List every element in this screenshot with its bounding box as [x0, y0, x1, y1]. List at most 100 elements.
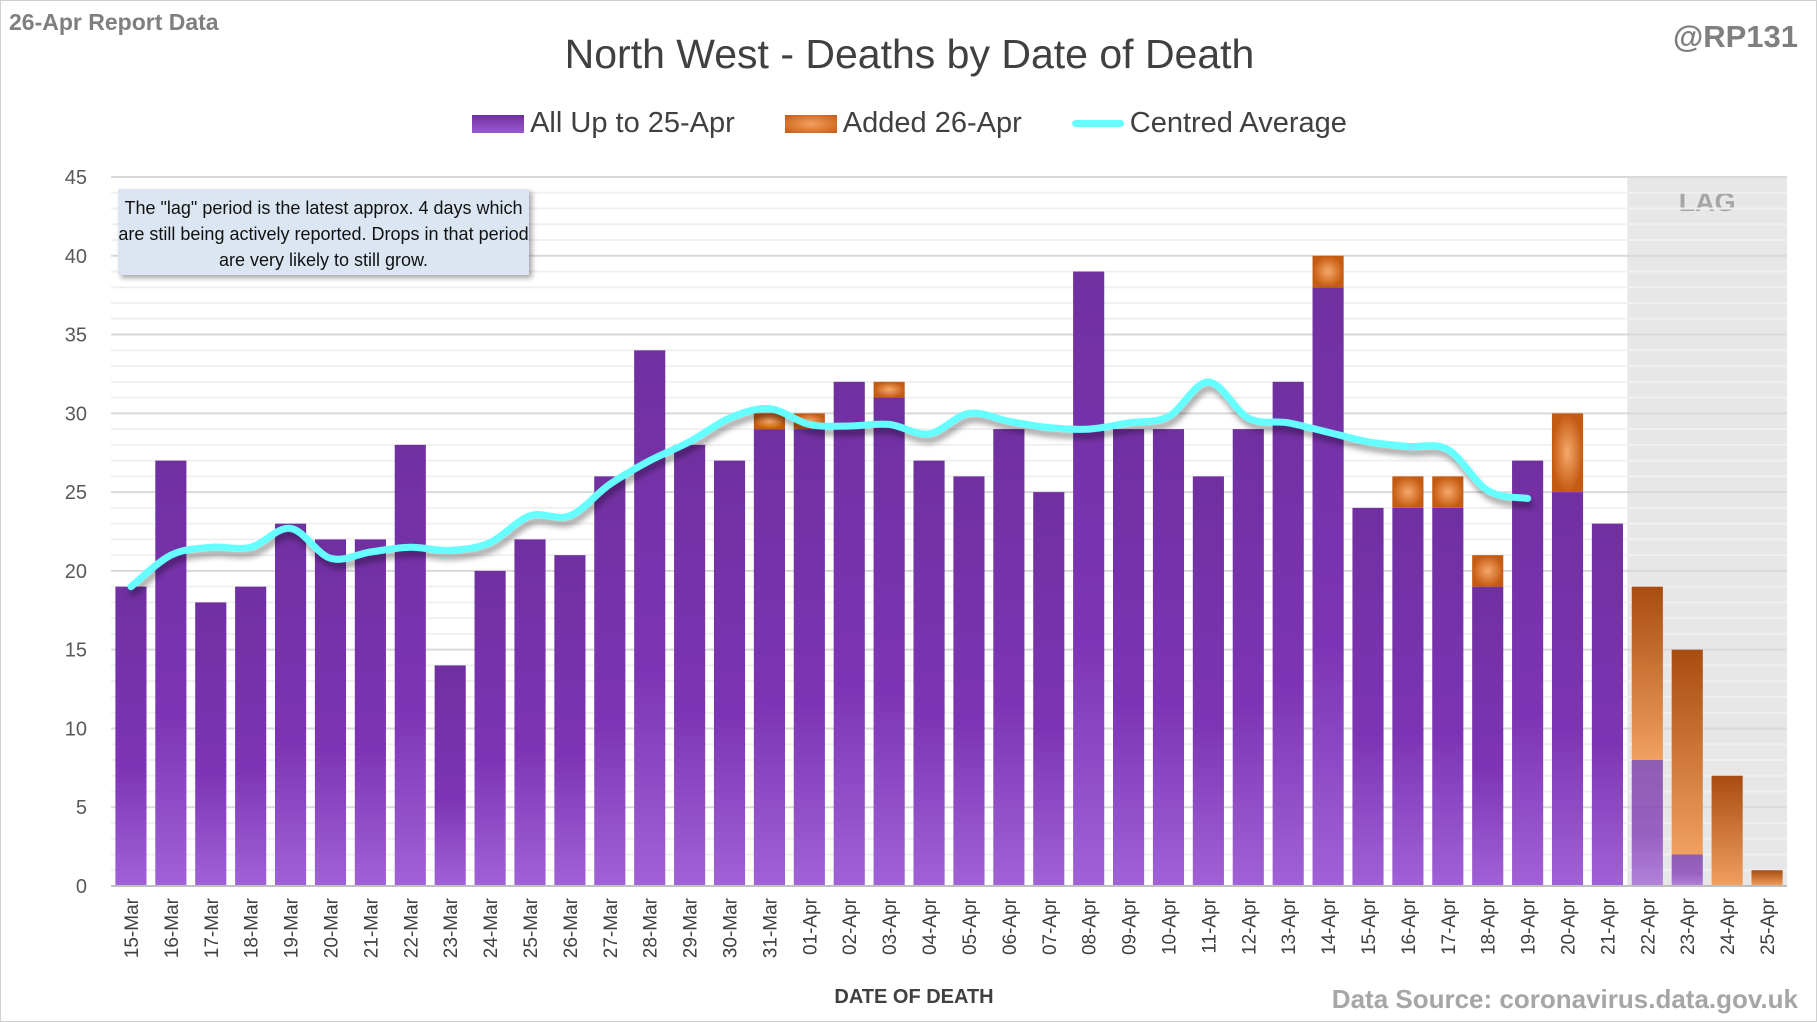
x-tick-label: 08-Apr: [1080, 897, 1101, 955]
chart-title: North West - Deaths by Date of Death: [564, 31, 1255, 77]
bar-all-12-Apr: [1232, 429, 1264, 886]
y-tick-label: 45: [65, 167, 87, 189]
bar-all-17-Apr: [1432, 507, 1464, 886]
y-tick-label: 35: [65, 325, 87, 347]
bar-all-18-Mar: [235, 586, 267, 886]
x-tick-label: 19-Apr: [1519, 897, 1540, 955]
bar-all-22-Mar: [394, 444, 426, 886]
x-tick-label: 15-Apr: [1359, 897, 1380, 955]
y-tick-label: 20: [65, 561, 87, 583]
x-tick-label: 29-Mar: [681, 897, 702, 958]
x-tick-label: 19-Mar: [282, 897, 303, 958]
x-tick-label: 16-Apr: [1399, 897, 1420, 955]
x-tick-label: 07-Apr: [1040, 897, 1061, 955]
author-handle: @RP131: [1672, 19, 1798, 54]
bar-all-10-Apr: [1152, 429, 1185, 886]
bar-all-19-Mar: [275, 523, 307, 886]
bar-added-03-Apr: [873, 381, 905, 398]
report-label: 26-Apr Report Data: [9, 9, 219, 35]
x-tick-label: 21-Mar: [361, 897, 382, 958]
x-tick-label: 27-Mar: [601, 897, 622, 958]
x-tick-label: 15-Mar: [122, 897, 143, 958]
orange-swatch: [784, 114, 837, 133]
bar-all-28-Mar: [634, 350, 666, 886]
bar-all-14-Apr: [1312, 287, 1344, 886]
bar-all-29-Mar: [674, 444, 706, 886]
purple-swatch: [472, 114, 525, 133]
bar-added-17-Apr: [1432, 476, 1464, 508]
bar-all-07-Apr: [1033, 492, 1065, 886]
bar-all-22-Apr: [1631, 759, 1663, 886]
bar-added-14-Apr: [1312, 255, 1344, 288]
bar-all-15-Mar: [115, 586, 147, 886]
x-tick-label: 30-Mar: [721, 897, 742, 958]
y-tick-label: 40: [65, 246, 87, 268]
bar-all-05-Apr: [953, 476, 985, 886]
data-source: Data Source: coronavirus.data.gov.uk: [1331, 984, 1798, 1014]
bar-all-06-Apr: [993, 429, 1025, 886]
bar-added-20-Apr: [1551, 413, 1584, 493]
bar-added-23-Apr: [1671, 649, 1703, 855]
x-tick-label: 01-Apr: [800, 897, 821, 955]
bar-all-31-Mar: [753, 429, 785, 886]
bar-all-20-Mar: [314, 539, 347, 886]
bar-all-08-Apr: [1073, 271, 1105, 886]
x-tick-label: 28-Mar: [641, 897, 662, 958]
x-tick-label: 17-Mar: [202, 897, 223, 958]
x-tick-label: 25-Apr: [1758, 897, 1779, 955]
bar-all-21-Mar: [354, 539, 386, 886]
x-axis-title: DATE OF DEATH: [834, 986, 994, 1008]
x-tick-label: 21-Apr: [1598, 897, 1619, 955]
legend-label: All Up to 25-Apr: [530, 107, 735, 139]
bar-all-23-Mar: [434, 665, 466, 886]
bar-all-11-Apr: [1192, 476, 1224, 886]
x-tick-label: 05-Apr: [960, 897, 981, 955]
y-tick-label: 25: [65, 482, 87, 504]
x-tick-label: 22-Apr: [1638, 897, 1659, 955]
bar-added-18-Apr: [1472, 555, 1504, 587]
x-tick-label: 18-Apr: [1479, 897, 1500, 955]
x-tick-label: 11-Apr: [1199, 897, 1220, 953]
x-tick-label: 04-Apr: [920, 897, 941, 955]
bar-all-30-Mar: [713, 460, 746, 886]
x-tick-label: 10-Apr: [1159, 897, 1180, 955]
y-tick-label: 10: [65, 718, 87, 740]
x-tick-label: 18-Mar: [242, 897, 263, 958]
bar-all-21-Apr: [1591, 523, 1623, 886]
bar-all-09-Apr: [1113, 429, 1145, 886]
x-tick-label: 14-Apr: [1319, 897, 1340, 955]
bar-all-25-Mar: [514, 539, 546, 886]
x-tick-label: 03-Apr: [880, 897, 901, 955]
bar-all-02-Apr: [833, 381, 865, 886]
centred-average-line: [127, 378, 1532, 591]
y-tick-label: 30: [65, 403, 87, 425]
bar-added-25-Apr: [1751, 870, 1783, 886]
bar-added-31-Mar: [753, 413, 785, 430]
x-tick-label: 26-Mar: [561, 897, 582, 958]
lag-label: LAG: [1679, 187, 1736, 217]
cyan-line-swatch: [1071, 120, 1124, 127]
x-tick-label: 20-Mar: [321, 897, 342, 958]
bar-all-15-Apr: [1352, 507, 1384, 886]
legend: All Up to 25-Apr Added 26-Apr Centred Av…: [1, 107, 1816, 140]
bar-all-13-Apr: [1272, 381, 1304, 886]
legend-item-average: Centred Average: [1071, 107, 1347, 140]
legend-item-all: All Up to 25-Apr: [472, 107, 735, 140]
bar-all-17-Mar: [195, 602, 227, 886]
bar-all-27-Mar: [594, 476, 626, 886]
bar-all-16-Apr: [1392, 507, 1424, 886]
y-tick-label: 5: [76, 797, 87, 819]
bar-all-04-Apr: [913, 460, 945, 886]
x-tick-label: 25-Mar: [521, 897, 542, 958]
bar-all-20-Apr: [1551, 492, 1584, 886]
bar-all-19-Apr: [1512, 460, 1544, 886]
legend-label: Added 26-Apr: [842, 107, 1022, 139]
legend-item-added: Added 26-Apr: [784, 107, 1022, 140]
x-tick-label: 23-Mar: [441, 897, 462, 958]
bar-added-22-Apr: [1631, 586, 1663, 760]
bar-all-03-Apr: [873, 397, 905, 886]
bar-all-16-Mar: [155, 460, 187, 886]
bar-added-16-Apr: [1392, 476, 1424, 508]
